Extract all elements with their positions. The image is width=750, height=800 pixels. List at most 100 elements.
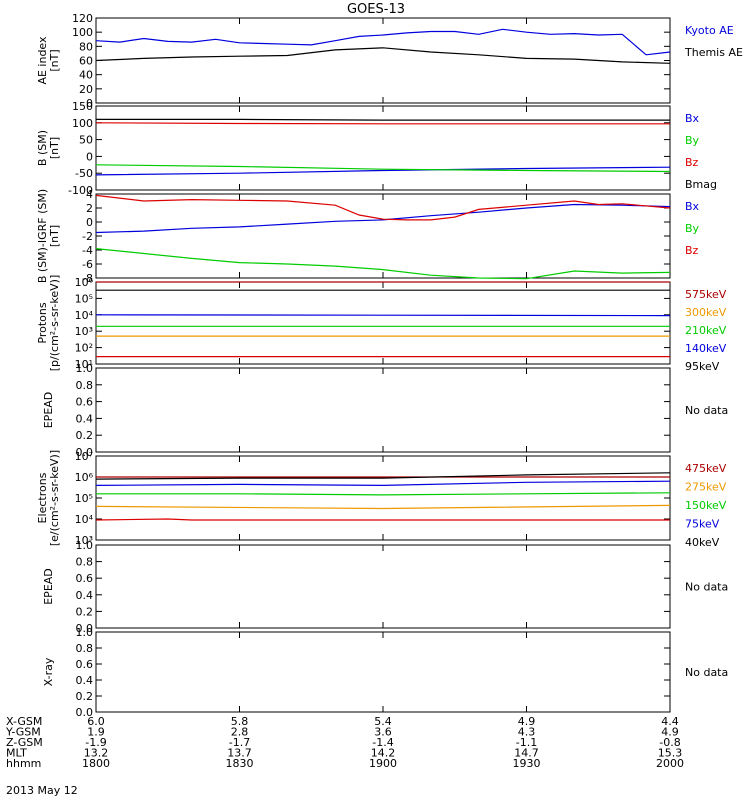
series-line-140kev: [95, 314, 671, 317]
legend-entry: Bmag: [685, 178, 717, 191]
y-tick-label: 1.0: [76, 539, 94, 552]
panel-protons: 10¹ 10² 10³ 10⁴ 10⁵ 10⁶ Protons [p/(cm²-s-sr-ke…: [36, 275, 727, 373]
y-tick-label: -8: [82, 272, 93, 285]
series-line-by: [95, 248, 671, 280]
legend-entry: 475keV: [685, 462, 727, 475]
y-tick-label: -2: [82, 230, 93, 243]
panel-bsm: -100 -50 0 50 100 150 B (SM) [nT] Bx By Bz Bmag: [36, 100, 717, 197]
y-tick-label: 0: [86, 97, 93, 110]
x-axis-value: 13.7: [227, 747, 252, 760]
y-tick-label: 10⁴: [75, 309, 94, 322]
date-label: 2013 May 12: [6, 784, 78, 797]
y-tick-label: 0.0: [76, 622, 94, 635]
panel-frame: [95, 17, 671, 104]
legend-entry: Bz: [685, 244, 699, 257]
panel-epead2: 0.0 0.2 0.4 0.6 0.8 1.0 EPEAD No data: [42, 539, 728, 635]
series-line-kyoto-ae: [95, 28, 671, 56]
x-axis-value: 5.8: [231, 715, 249, 728]
y-axis-label: [nT]: [48, 137, 61, 159]
legend-entry: By: [685, 134, 700, 147]
series-line-150kev: [96, 492, 671, 496]
legend-entry: By: [685, 222, 700, 235]
y-tick-label: -6: [82, 258, 93, 271]
x-axis-value: -0.8: [659, 736, 680, 749]
panel-frame: [95, 367, 671, 453]
y-axis-label: Protons: [36, 302, 49, 343]
y-tick-label: 10³: [75, 325, 93, 338]
series-line-275kev: [95, 504, 671, 510]
y-tick-label: 10³: [75, 534, 93, 547]
y-axis-label: B (SM): [36, 130, 49, 166]
x-axis-row-label: Z-GSM: [6, 736, 43, 749]
panel-frame: [95, 105, 671, 191]
legend-entry: Bx: [685, 200, 700, 213]
x-axis-table: X-GSM 6.0 5.8 5.4 4.9 4.4Y-GSM 1.9 2.8 3.6 4.3 4.9…: [5, 715, 684, 770]
y-tick-label: 10⁵: [75, 492, 93, 505]
y-tick-label: 40: [79, 69, 93, 82]
x-axis-row-label: X-GSM: [6, 715, 42, 728]
y-tick-label: 60: [79, 55, 93, 68]
legend-entry: Kyoto AE: [685, 24, 734, 37]
x-axis-value: 6.0: [87, 715, 105, 728]
y-tick-label: 10⁵: [75, 292, 93, 305]
x-axis-value: 1930: [513, 757, 541, 770]
y-tick-label: 10⁶: [75, 276, 94, 289]
legend-entry: 150keV: [685, 499, 727, 512]
y-tick-label: 0.2: [76, 605, 94, 618]
y-tick-label: 10¹: [75, 358, 93, 371]
legend-entry: Themis AE: [684, 46, 743, 59]
legend-entry: 275keV: [685, 481, 727, 494]
legend-entry: 40keV: [685, 536, 720, 549]
x-axis-value: 1800: [82, 757, 110, 770]
y-tick-label: 0.2: [76, 690, 94, 703]
legend-entry: 575keV: [685, 288, 727, 301]
panel-frame: [95, 455, 671, 541]
series-line-bx: [95, 203, 671, 234]
y-tick-label: 10⁷: [75, 450, 93, 463]
y-tick-label: -4: [82, 244, 93, 257]
x-axis-value: -1.4: [372, 736, 393, 749]
panel-xray: 0.0 0.2 0.4 0.6 0.8 1.0 X-ray No data: [42, 626, 728, 719]
panel-frame: [95, 544, 671, 629]
y-tick-label: 0.4: [76, 674, 94, 687]
y-tick-label: -50: [75, 167, 93, 180]
y-axis-label: [p/(cm²-s-sr-keV)]: [48, 275, 61, 372]
y-tick-label: 0.6: [76, 658, 94, 671]
series-line-by: [95, 164, 671, 173]
y-axis-label: B (SM)-IGRF (SM): [36, 189, 49, 283]
x-axis-row-label: hhmm: [6, 757, 41, 770]
y-axis-label: EPEAD: [42, 392, 55, 429]
y-axis-label: [e/(cm²-s-sr-keV)]: [48, 450, 61, 546]
legend-entry: Bx: [685, 112, 700, 125]
y-axis-label: X-ray: [42, 657, 55, 686]
x-axis-value: 4.9: [661, 726, 679, 739]
series-line: [95, 518, 670, 521]
no-data-note: No data: [685, 666, 728, 679]
series-line-bz: [95, 122, 670, 125]
x-axis-value: 13.2: [84, 747, 109, 760]
x-axis-value: 14.7: [514, 747, 539, 760]
panel-electrons: 10³ 10⁴ 10⁵ 10⁶ 10⁷ Electrons [e/(cm²-s-sr-keV…: [36, 450, 727, 549]
legend-entry: 95keV: [685, 360, 720, 373]
x-axis-value: 1900: [369, 757, 397, 770]
x-axis-value: 4.3: [518, 726, 536, 739]
y-axis-label: [nT]: [48, 49, 61, 71]
x-axis-value: 3.6: [374, 726, 392, 739]
plot-title: GOES-13: [347, 2, 405, 17]
panel-epead1: 0.0 0.2 0.4 0.6 0.8 1.0 EPEAD No data: [42, 362, 728, 459]
x-axis-value: 1830: [226, 757, 254, 770]
y-tick-label: 0.4: [76, 412, 94, 425]
series-line-40kev: [95, 472, 671, 480]
y-tick-label: 1.0: [76, 362, 94, 375]
y-tick-label: 100: [72, 26, 93, 39]
y-axis-label: AE index: [36, 36, 49, 85]
y-tick-label: 4: [86, 188, 93, 201]
x-axis-value: 15.3: [658, 747, 683, 760]
y-tick-label: 10²: [75, 342, 93, 355]
series-line-75kev: [95, 480, 671, 487]
x-axis-value: 4.4: [661, 715, 679, 728]
y-tick-label: 10⁴: [75, 513, 94, 526]
